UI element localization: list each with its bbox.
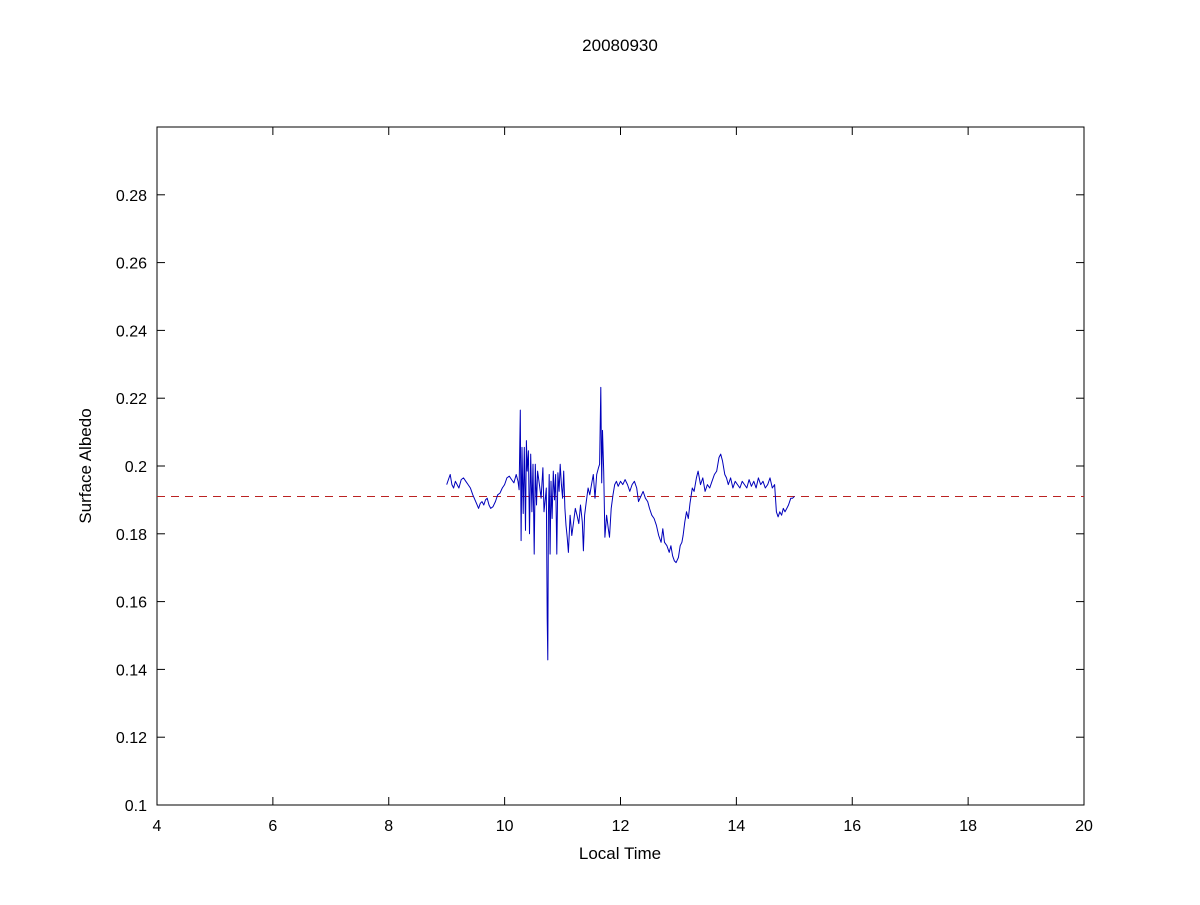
y-tick-label: 0.28: [116, 188, 147, 205]
x-tick-label: 6: [268, 818, 277, 835]
x-tick-label: 18: [959, 818, 977, 835]
axis-tick-labels: 4 6 8 10 12 14 16 18 20 0.1 0.12 0.14 0.16 0.18 0.2 0.2…: [116, 188, 1093, 835]
y-tick-label: 0.16: [116, 595, 147, 612]
y-tick-label: 0.18: [116, 527, 147, 544]
y-axis-label: Surface Albedo: [76, 408, 95, 523]
y-tick-label: 0.22: [116, 391, 147, 408]
x-tick-label: 20: [1075, 818, 1093, 835]
y-tick-label: 0.26: [116, 256, 147, 273]
x-tick-label: 12: [612, 818, 630, 835]
x-tick-label: 4: [153, 818, 162, 835]
y-tick-label: 0.1: [125, 798, 147, 815]
y-tick-label: 0.2: [125, 459, 147, 476]
y-tick-label: 0.24: [116, 323, 147, 340]
x-tick-label: 10: [496, 818, 514, 835]
plot-area: [156, 126, 1085, 806]
x-axis-label: Local Time: [579, 844, 661, 863]
axis-ticks: [156, 127, 1085, 806]
x-tick-label: 14: [727, 818, 745, 835]
y-tick-label: 0.14: [116, 662, 147, 679]
y-tick-label: 0.12: [116, 730, 147, 747]
x-tick-label: 8: [384, 818, 393, 835]
surface-albedo-line: [446, 386, 795, 661]
x-tick-label: 16: [843, 818, 861, 835]
chart-title: 20080930: [582, 36, 658, 55]
